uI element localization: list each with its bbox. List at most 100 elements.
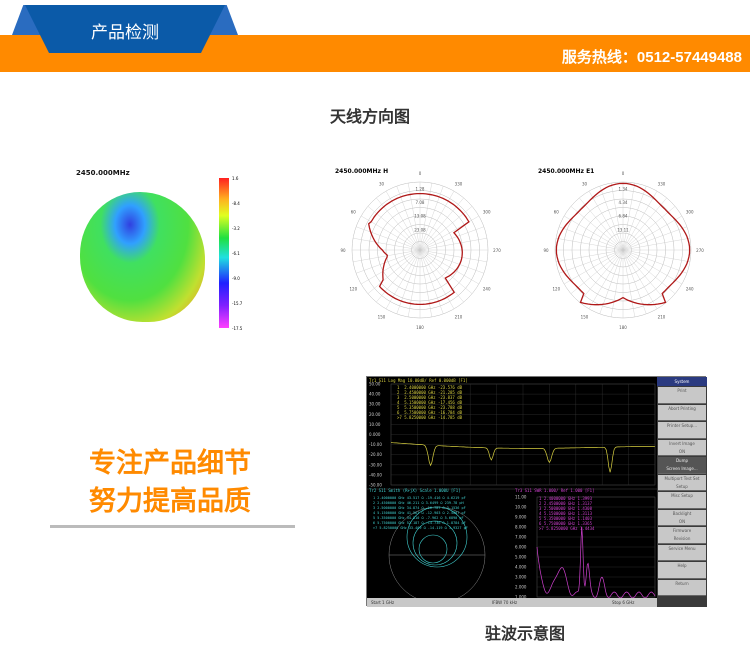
swr-ytick: 11.00 bbox=[515, 495, 527, 500]
polar-spoke bbox=[352, 249, 421, 263]
angle-label: 60 bbox=[351, 210, 357, 215]
slogan-underline bbox=[50, 525, 295, 528]
polar-spoke bbox=[419, 249, 444, 314]
swr-ytick: 5.000 bbox=[515, 555, 527, 560]
radiation-3d-plot: 2450.000MHz 1.6 -8.4 -3.2 -6.1 -9.0 -15.7 -17.… bbox=[65, 160, 250, 335]
trace1-ytick: 40.00 bbox=[369, 392, 381, 397]
polar-spoke bbox=[622, 249, 647, 314]
polar-spoke bbox=[588, 191, 624, 251]
menu-item[interactable]: Misc Setup bbox=[658, 492, 706, 509]
color-scale-bar bbox=[219, 178, 229, 328]
trace1-ytick: 50.00 bbox=[369, 382, 381, 387]
menu-item[interactable]: Service Menu bbox=[658, 544, 706, 561]
slogan-line-1: 专注产品细节 bbox=[89, 448, 251, 479]
slogan-line-2: 努力提高品质 bbox=[89, 486, 251, 517]
polar-spoke bbox=[579, 249, 624, 303]
tab-title: 产品检测 bbox=[91, 23, 159, 43]
polar-spoke bbox=[419, 249, 488, 263]
radiation-3d-shape bbox=[80, 192, 205, 322]
polar-spoke bbox=[622, 186, 647, 251]
plot3d-title: 2450.000MHz bbox=[76, 169, 130, 177]
polar-spoke bbox=[419, 249, 484, 274]
scale-label: -17.5 bbox=[232, 326, 243, 331]
polar-spoke bbox=[419, 249, 479, 285]
angle-label: 180 bbox=[416, 325, 424, 330]
polar-spoke bbox=[555, 249, 624, 263]
polar-spoke bbox=[622, 249, 667, 303]
menu-item[interactable]: Backlight ON bbox=[658, 509, 706, 526]
start-freq: Start 1 GHz bbox=[371, 600, 395, 605]
polar-spoke bbox=[622, 226, 687, 251]
swr-ytick: 10.00 bbox=[515, 505, 527, 510]
polar-spoke bbox=[407, 249, 421, 318]
polar-spoke bbox=[610, 182, 624, 251]
angle-label: 210 bbox=[658, 315, 666, 320]
menu-item[interactable]: Dump Screen Image... bbox=[658, 457, 706, 474]
polar-spoke bbox=[622, 215, 682, 251]
polar-spoke bbox=[419, 249, 464, 303]
swr-trace bbox=[536, 527, 656, 599]
scale-label: -8.4 bbox=[232, 201, 240, 206]
menu-item[interactable]: Return bbox=[658, 579, 706, 596]
angle-label: 300 bbox=[686, 210, 694, 215]
angle-label: 300 bbox=[483, 210, 491, 215]
ifbw: IFBW 70 kHz bbox=[492, 600, 518, 605]
polar-spoke bbox=[579, 197, 624, 251]
polar-spoke bbox=[385, 249, 421, 309]
menu-item[interactable]: Printer Setup... bbox=[658, 422, 706, 439]
menu-item[interactable]: Invert Image ON bbox=[658, 439, 706, 456]
menu-item[interactable]: Multiport Test Set Setup bbox=[658, 474, 706, 491]
trace3-header: Tr3 S11 SWR 1.000/ Ref 1.000 [F1] bbox=[515, 488, 595, 493]
swr-ytick: 6.000 bbox=[515, 545, 527, 550]
angle-label: 90 bbox=[543, 248, 549, 253]
angle-label: 330 bbox=[455, 181, 463, 186]
polar-spoke bbox=[356, 249, 421, 274]
menu-item[interactable]: Print bbox=[658, 387, 706, 404]
angle-label: 120 bbox=[349, 287, 357, 292]
trace3-markers: 1 2.4000000 GHz 1.3993 2 2.4500000 GHz 1… bbox=[539, 496, 595, 531]
trace1-ytick: -50.00 bbox=[369, 483, 382, 488]
scale-label: -3.2 bbox=[232, 226, 240, 231]
angle-label: 240 bbox=[686, 287, 694, 292]
hotline-text: 服务热线：0512-57449488 bbox=[561, 49, 742, 66]
menu-item[interactable]: Abort Printing bbox=[658, 404, 706, 421]
scale-label: -15.7 bbox=[232, 301, 243, 306]
polar-spoke bbox=[419, 249, 455, 309]
trace1-markers: 1 2.4000000 GHz -23.576 dB 2 2.4500000 G… bbox=[397, 385, 463, 420]
scale-label: -9.0 bbox=[232, 276, 240, 281]
scale-label: 1.6 bbox=[232, 176, 239, 181]
polar-spoke bbox=[559, 226, 624, 251]
ring-label: 4.34 bbox=[619, 200, 628, 205]
ring-label: 7.08 bbox=[416, 200, 425, 205]
menu-title: System bbox=[657, 377, 707, 386]
swr-ytick: 9.000 bbox=[515, 515, 527, 520]
polar-spoke bbox=[622, 197, 667, 251]
polar-plot-h: 2450.000MHz H 0 30 60 90 120 150 180 210 240 270 30… bbox=[335, 168, 501, 330]
polar-spoke bbox=[622, 249, 676, 294]
polar-spoke bbox=[570, 206, 624, 251]
polar-title: 2450.000MHz H bbox=[335, 168, 388, 175]
angle-label: 240 bbox=[483, 287, 491, 292]
trace1-ytick: -20.00 bbox=[369, 452, 382, 457]
menu-item[interactable]: Help bbox=[658, 562, 706, 579]
stop-freq: Stop 6 GHz bbox=[612, 600, 635, 605]
menu-item[interactable]: Firmware Revision bbox=[658, 527, 706, 544]
vna-screen: 50.00 40.00 30.00 20.00 10.00 0.000 -10.00 -20.… bbox=[366, 376, 707, 607]
polar-spoke bbox=[419, 226, 484, 251]
smith-trace bbox=[406, 506, 468, 568]
polar-spoke bbox=[419, 237, 488, 251]
polar-spoke bbox=[564, 249, 624, 285]
polar-spoke bbox=[622, 206, 676, 251]
angle-label: 150 bbox=[378, 315, 386, 320]
polar-spoke bbox=[396, 249, 421, 314]
trace2-header: Tr2 S11 Smith (R+jX) Scale 1.000U [F1] bbox=[369, 488, 461, 493]
smith-trace bbox=[412, 520, 458, 566]
polar-spoke bbox=[610, 249, 624, 318]
ring-label: 1.28 bbox=[416, 187, 425, 192]
swr-ytick: 8.000 bbox=[515, 525, 527, 530]
polar-spoke bbox=[555, 237, 624, 251]
polar-spoke bbox=[622, 249, 658, 309]
swr-ytick: 7.000 bbox=[515, 535, 527, 540]
smith-trace bbox=[418, 534, 448, 564]
swr-ytick: 3.000 bbox=[515, 575, 527, 580]
